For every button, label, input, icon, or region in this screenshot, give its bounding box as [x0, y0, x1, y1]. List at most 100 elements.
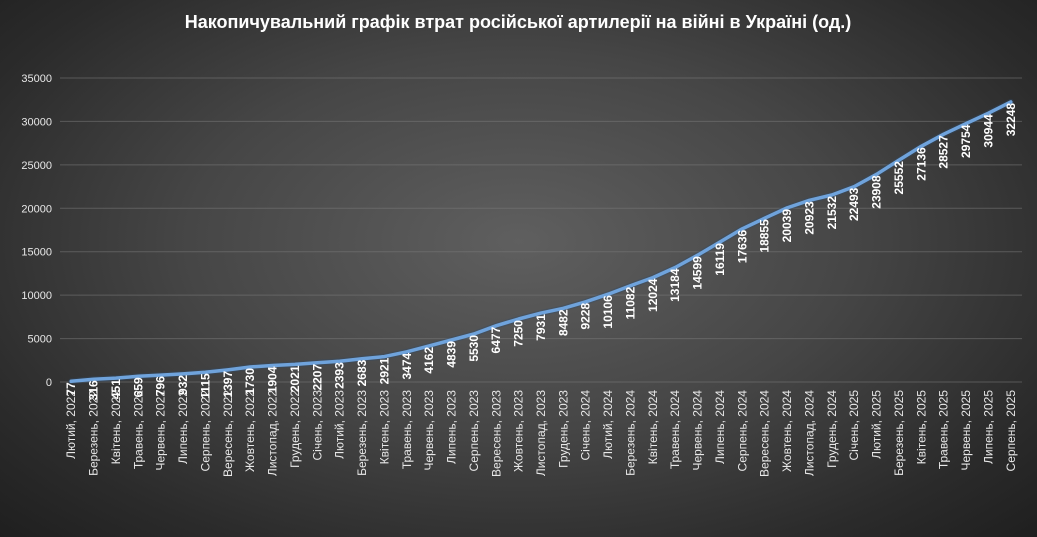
x-tick-label: Листопад, 2023	[534, 390, 548, 476]
data-label: 2207	[310, 364, 324, 391]
data-label: 1397	[221, 371, 235, 398]
data-label: 659	[131, 377, 145, 397]
data-label: 32248	[1004, 103, 1018, 137]
data-label: 2021	[288, 365, 302, 392]
data-label: 7250	[512, 320, 526, 347]
data-label: 4839	[445, 341, 459, 368]
x-tick-label: Червень, 2024	[691, 390, 705, 471]
data-label: 9228	[579, 303, 593, 330]
series-line-path	[69, 100, 1013, 384]
data-label: 21532	[825, 196, 839, 230]
gridlines	[60, 77, 1022, 383]
x-tick-label: Лютий, 2022	[64, 390, 78, 459]
x-tick-label: Березень, 2023	[355, 390, 369, 476]
x-tick-label: Листопад, 2024	[802, 390, 816, 476]
x-tick-label: Серпень, 2022	[198, 390, 212, 472]
data-label: 1730	[243, 368, 257, 395]
x-tick-label: Жовтень, 2022	[243, 390, 257, 472]
data-label: 22493	[847, 187, 861, 221]
data-label: 1115	[198, 373, 212, 399]
x-tick-label: Травень, 2025	[937, 390, 951, 469]
data-label: 7931	[534, 314, 548, 341]
y-tick-label: 25000	[21, 160, 52, 172]
data-label: 17636	[735, 229, 749, 263]
data-label: 27136	[914, 147, 928, 181]
x-tick-label: Квітень, 2025	[914, 390, 928, 465]
x-tick-label: Січень, 2025	[847, 390, 861, 461]
x-tick-label: Березень, 2022	[87, 390, 101, 476]
series-line	[68, 98, 1014, 385]
x-tick-label: Квітень, 2024	[646, 390, 660, 465]
x-tick-label: Вересень, 2023	[489, 390, 503, 477]
x-axis: Лютий, 2022 Березень, 2022 Квітень, 2022 Тр…	[64, 390, 1018, 477]
data-labels: 77 316 451 659 796 932 1115 1397 1730 1904 2021 220…	[64, 103, 1018, 401]
x-tick-label: Липень, 2023	[445, 390, 459, 464]
data-label: 796	[154, 376, 168, 396]
y-tick-label: 5000	[28, 334, 52, 346]
x-tick-label: Жовтень, 2023	[512, 390, 526, 472]
x-tick-label: Травень, 2023	[400, 390, 414, 469]
data-label: 13184	[668, 268, 682, 302]
data-label: 20039	[780, 209, 794, 243]
x-tick-label: Лютий, 2024	[601, 390, 615, 459]
data-label: 30944	[981, 114, 995, 148]
data-label: 29754	[959, 124, 973, 158]
x-tick-label: Жовтень, 2024	[780, 390, 794, 472]
data-label: 18855	[758, 219, 772, 253]
x-tick-label: Квітень, 2022	[109, 390, 123, 465]
x-tick-label: Червень, 2022	[154, 390, 168, 471]
y-axis: 0 5000 10000 15000 20000 25000 30000 35000	[21, 73, 52, 389]
data-label: 1904	[266, 366, 280, 393]
x-tick-label: Лютий, 2023	[333, 390, 347, 459]
data-label: 6477	[489, 326, 503, 353]
x-tick-label: Липень, 2022	[176, 390, 190, 464]
x-tick-label: Січень, 2023	[310, 390, 324, 461]
data-label: 451	[109, 379, 123, 399]
data-label: 23908	[870, 175, 884, 209]
y-tick-label: 35000	[21, 73, 52, 85]
data-label: 16119	[713, 243, 727, 276]
y-tick-label: 15000	[21, 247, 52, 259]
x-tick-label: Березень, 2024	[623, 390, 637, 476]
data-label: 316	[87, 380, 101, 400]
x-tick-label: Серпень, 2023	[467, 390, 481, 472]
x-tick-label: Липень, 2024	[713, 390, 727, 464]
data-label: 20923	[802, 201, 816, 235]
x-tick-label: Квітень, 2023	[377, 390, 391, 465]
data-label: 4162	[422, 347, 436, 374]
x-tick-label: Травень, 2022	[131, 390, 145, 469]
data-label: 2921	[377, 357, 391, 384]
data-label: 3474	[400, 353, 414, 380]
chart-title: Накопичувальний графік втрат російської …	[185, 12, 852, 32]
x-tick-label: Вересень, 2024	[758, 390, 772, 477]
y-tick-label: 0	[46, 377, 52, 389]
x-tick-label: Грудень, 2023	[556, 390, 570, 468]
x-tick-label: Грудень, 2024	[825, 390, 839, 468]
data-label: 11082	[623, 286, 637, 319]
y-tick-label: 20000	[21, 203, 52, 215]
x-tick-label: Лютий, 2025	[870, 390, 884, 459]
x-tick-label: Березень, 2025	[892, 390, 906, 476]
data-label: 14599	[691, 256, 705, 290]
x-tick-label: Січень, 2024	[579, 390, 593, 461]
data-label: 8482	[556, 309, 570, 336]
x-tick-label: Травень, 2024	[668, 390, 682, 469]
data-label: 5530	[467, 335, 481, 362]
x-tick-label: Грудень, 2022	[288, 390, 302, 468]
data-label: 2683	[355, 359, 369, 386]
x-tick-label: Серпень, 2024	[735, 390, 749, 472]
data-label: 2393	[333, 362, 347, 389]
data-label: 28527	[937, 135, 951, 169]
y-tick-label: 10000	[21, 290, 52, 302]
data-label: 77	[64, 382, 78, 396]
data-label: 932	[176, 375, 190, 395]
x-tick-label: Липень, 2025	[981, 390, 995, 464]
x-tick-label: Листопад, 2022	[266, 390, 280, 476]
data-label: 10106	[601, 295, 615, 329]
x-tick-label: Червень, 2023	[422, 390, 436, 471]
x-tick-label: Серпень, 2025	[1004, 390, 1018, 472]
x-tick-label: Червень, 2025	[959, 390, 973, 471]
data-label: 12024	[646, 278, 660, 312]
y-tick-label: 30000	[21, 116, 52, 128]
